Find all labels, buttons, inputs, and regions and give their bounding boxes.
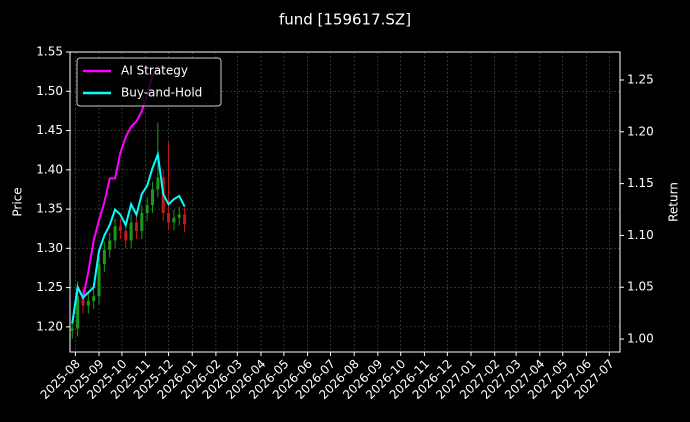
candle-body — [92, 296, 96, 301]
y-axis-label: Price — [11, 187, 25, 216]
candle-body — [183, 214, 187, 224]
y-tick-label: 1.35 — [36, 202, 63, 216]
legend-label: AI Strategy — [121, 64, 188, 78]
candle-body — [102, 249, 106, 265]
candle-body — [70, 328, 74, 331]
candle-body — [86, 300, 90, 306]
y2-tick-label: 1.15 — [627, 176, 654, 190]
y2-tick-label: 1.10 — [627, 228, 654, 242]
candle-body — [167, 212, 171, 223]
y2-tick-label: 1.05 — [627, 280, 654, 294]
y-tick-label: 1.55 — [36, 45, 63, 59]
y-tick-label: 1.20 — [36, 319, 63, 333]
line-series — [71, 150, 186, 324]
y-tick-label: 1.50 — [36, 84, 63, 98]
candle-body — [172, 217, 176, 223]
y-tick-label: 1.30 — [36, 241, 63, 255]
candle-body — [145, 205, 149, 213]
candle-body — [81, 296, 85, 306]
chart-title: fund [159617.SZ] — [279, 11, 411, 29]
legend-box — [76, 57, 222, 107]
y2-tick-label: 1.25 — [627, 72, 654, 86]
y-tick-label: 1.40 — [36, 162, 63, 176]
legend-label: Buy-and-Hold — [121, 86, 202, 100]
candle-body — [124, 231, 128, 241]
candle-body — [113, 226, 117, 241]
plot-frame — [69, 51, 621, 353]
y2-tick-label: 1.20 — [627, 124, 654, 138]
candle-body — [151, 189, 154, 206]
candle-body — [134, 222, 138, 232]
candle-body — [76, 296, 80, 329]
y2-axis-label: Return — [667, 182, 681, 222]
candle-body — [108, 240, 112, 250]
candle-body — [129, 222, 133, 241]
candle-body — [156, 177, 160, 190]
y-tick-label: 1.45 — [36, 123, 63, 137]
candle-body — [97, 264, 101, 297]
candle-body — [140, 212, 144, 232]
y2-tick-label: 1.00 — [627, 332, 654, 346]
y-tick-label: 1.25 — [36, 280, 63, 294]
candle-body — [118, 226, 122, 232]
candle-body — [177, 214, 181, 218]
